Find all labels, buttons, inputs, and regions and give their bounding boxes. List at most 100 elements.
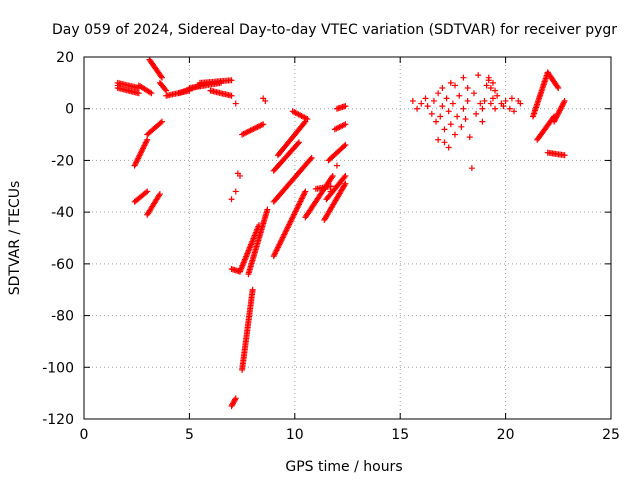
data-point bbox=[554, 83, 561, 90]
data-point bbox=[302, 188, 309, 195]
data-point bbox=[327, 188, 334, 195]
y-tick-label: -60 bbox=[51, 257, 74, 273]
data-point bbox=[156, 191, 163, 198]
plot-frame bbox=[83, 56, 612, 420]
data-point bbox=[494, 92, 501, 99]
data-point bbox=[435, 136, 442, 143]
x-tick-labels: 0 5 10 15 20 25 bbox=[80, 427, 620, 443]
data-point bbox=[430, 97, 437, 104]
data-point bbox=[485, 74, 492, 81]
data-point bbox=[341, 143, 348, 150]
chart-title: Day 059 of 2024, Sidereal Day-to-day VTE… bbox=[52, 22, 617, 38]
x-axis-label: GPS time / hours bbox=[285, 459, 402, 475]
x-tick-label: 10 bbox=[286, 427, 304, 443]
data-point bbox=[428, 110, 435, 117]
y-tick-label: -100 bbox=[42, 360, 74, 376]
data-point bbox=[232, 396, 239, 403]
x-tick-label: 0 bbox=[80, 427, 89, 443]
y-tick-label: -120 bbox=[42, 412, 74, 428]
data-point bbox=[489, 95, 496, 102]
data-point bbox=[437, 113, 444, 120]
data-point bbox=[144, 188, 151, 195]
data-point bbox=[264, 206, 271, 213]
data-point bbox=[260, 121, 267, 128]
data-point bbox=[148, 90, 155, 97]
data-point bbox=[158, 118, 165, 125]
data-point bbox=[329, 172, 336, 179]
data-point bbox=[114, 82, 121, 89]
data-point bbox=[517, 100, 524, 107]
data-point bbox=[418, 100, 425, 107]
data-point bbox=[492, 105, 499, 112]
y-tick-label: -20 bbox=[51, 153, 74, 169]
data-point bbox=[483, 82, 490, 89]
data-point bbox=[307, 156, 314, 163]
data-point bbox=[477, 100, 484, 107]
data-point bbox=[409, 97, 416, 104]
data-point bbox=[144, 136, 151, 143]
data-point bbox=[506, 105, 513, 112]
data-point bbox=[142, 189, 149, 196]
data-point bbox=[228, 196, 235, 203]
plot-points bbox=[114, 56, 568, 410]
data-point bbox=[158, 74, 165, 81]
data-point bbox=[162, 86, 169, 93]
data-point bbox=[262, 97, 269, 104]
data-point bbox=[328, 174, 335, 181]
y-tick-label: 20 bbox=[56, 50, 74, 66]
data-point bbox=[458, 123, 465, 130]
data-point bbox=[473, 110, 480, 117]
data-point bbox=[327, 183, 334, 190]
data-point bbox=[414, 105, 421, 112]
data-point bbox=[464, 97, 471, 104]
data-point bbox=[447, 79, 454, 86]
data-point bbox=[452, 131, 459, 138]
data-point bbox=[500, 103, 507, 110]
data-point bbox=[445, 108, 452, 115]
data-point bbox=[157, 119, 164, 126]
data-point bbox=[487, 100, 494, 107]
data-point bbox=[441, 126, 448, 133]
data-point bbox=[232, 100, 239, 107]
data-point bbox=[454, 113, 461, 120]
data-point bbox=[460, 74, 467, 81]
data-point bbox=[232, 188, 239, 195]
y-tick-label: -80 bbox=[51, 309, 74, 325]
data-point bbox=[449, 100, 456, 107]
y-tick-labels: -120 -100 -80 -60 -40 -20 0 20 bbox=[42, 50, 74, 428]
x-tick-label: 15 bbox=[391, 427, 409, 443]
y-axis-label: SDTVAR / TECUs bbox=[7, 181, 23, 296]
data-point bbox=[560, 99, 567, 106]
data-point bbox=[479, 118, 486, 125]
data-point bbox=[342, 103, 349, 110]
data-point bbox=[228, 92, 235, 99]
data-point bbox=[228, 77, 235, 84]
data-point bbox=[460, 105, 467, 112]
data-point bbox=[456, 92, 463, 99]
data-point bbox=[468, 165, 475, 172]
data-point bbox=[479, 105, 486, 112]
y-tick-label: -40 bbox=[51, 205, 74, 221]
data-point bbox=[508, 95, 515, 102]
data-point bbox=[502, 97, 509, 104]
data-point bbox=[439, 85, 446, 92]
data-point bbox=[333, 162, 340, 169]
axis-ticks bbox=[83, 56, 612, 420]
x-tick-label: 20 bbox=[497, 427, 515, 443]
data-point bbox=[232, 395, 239, 402]
data-point bbox=[294, 140, 301, 147]
data-point bbox=[561, 152, 568, 159]
data-point bbox=[304, 116, 311, 123]
data-point bbox=[511, 108, 518, 115]
data-point bbox=[447, 121, 454, 128]
x-tick-label: 25 bbox=[602, 427, 620, 443]
data-point bbox=[342, 141, 349, 148]
data-point bbox=[342, 180, 349, 187]
x-tick-label: 5 bbox=[185, 427, 194, 443]
data-point bbox=[301, 119, 308, 126]
data-point bbox=[342, 172, 349, 179]
data-point bbox=[441, 139, 448, 146]
data-point bbox=[492, 87, 499, 94]
data-point bbox=[163, 87, 170, 94]
